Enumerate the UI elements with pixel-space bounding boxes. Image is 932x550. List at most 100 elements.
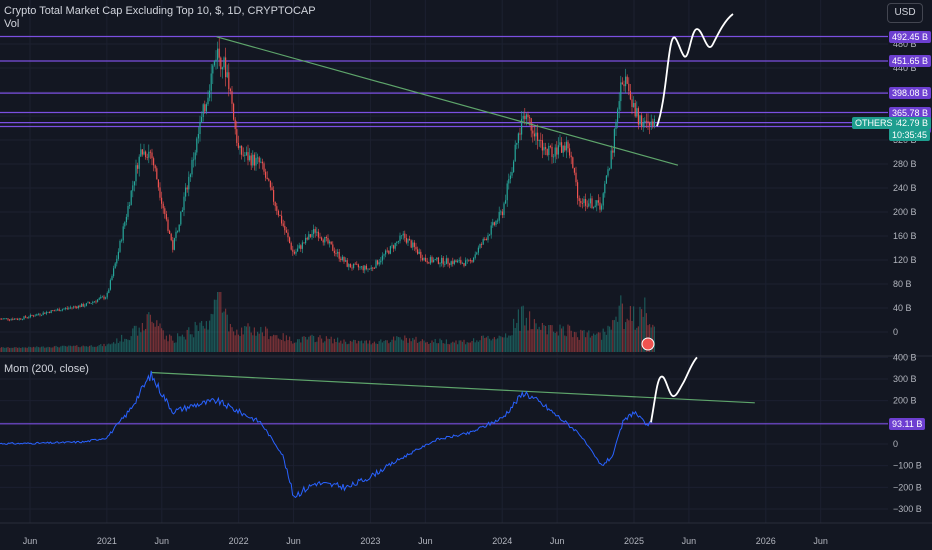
candle-body (63, 308, 65, 310)
volume-bar (167, 341, 169, 352)
volume-bar (263, 336, 265, 352)
candle-body (479, 244, 481, 248)
volume-bar (506, 337, 508, 352)
volume-bar (293, 342, 295, 352)
candle-body (226, 72, 228, 78)
candle-body (309, 234, 311, 237)
candle-body (538, 140, 540, 141)
volume-bar (457, 344, 459, 352)
currency-button[interactable]: USD (887, 3, 923, 23)
volume-bar (333, 338, 335, 352)
candle-body (335, 253, 337, 254)
candle-body (322, 240, 324, 243)
candle-body (241, 146, 243, 155)
candle-body (217, 48, 219, 60)
volume-bar (524, 325, 526, 352)
candle-body (653, 119, 655, 127)
candle-body (26, 317, 28, 319)
volume-bar (0, 347, 1, 352)
volume-bar (458, 340, 460, 352)
candle-body (194, 152, 196, 160)
candle-body (170, 234, 172, 241)
volume-bar (461, 341, 463, 352)
candle-body (209, 90, 211, 98)
candle-body (167, 219, 169, 231)
volume-bar (418, 341, 420, 352)
candle-body (431, 257, 433, 263)
volume-bar (271, 336, 273, 352)
volume-bar (103, 343, 105, 352)
candle-body (33, 315, 35, 317)
volume-bar (225, 308, 227, 352)
time-tick-label: Jun (813, 536, 828, 546)
volume-bar (209, 320, 211, 352)
candle-body (378, 262, 380, 265)
volume-bar (239, 336, 241, 352)
candle-body (159, 187, 161, 198)
volume-bar (199, 322, 201, 352)
volume-bar (596, 333, 598, 352)
candle-body (428, 262, 430, 264)
volume-bar (180, 336, 182, 352)
volume-bar (365, 340, 367, 352)
candle-body (124, 222, 126, 227)
candle-body (165, 214, 167, 220)
volume-bar (367, 343, 369, 352)
candle-body (361, 266, 363, 268)
volume-bar (49, 347, 51, 352)
candle-body (581, 202, 583, 204)
volume-bar (15, 347, 17, 352)
volume-bar (346, 344, 348, 352)
candle-body (633, 103, 635, 107)
volume-bar (373, 341, 375, 352)
volume-bar (132, 328, 134, 352)
candle-body (172, 240, 174, 250)
candle-body (13, 318, 15, 320)
candle-body (42, 312, 44, 315)
volume-bar (567, 324, 569, 352)
volume-bar (593, 333, 595, 352)
candle-body (173, 238, 175, 250)
candle-body (404, 233, 406, 238)
volume-bar (313, 335, 315, 352)
volume-bar (481, 335, 483, 352)
candle-body (23, 316, 25, 320)
volume-bar (122, 341, 124, 352)
volume-bar (636, 327, 638, 352)
candle-body (412, 242, 414, 248)
candle-body (458, 260, 460, 261)
volume-bar (348, 343, 350, 352)
volume-bar (495, 339, 497, 352)
candle-body (287, 232, 289, 238)
candle-body (602, 193, 604, 206)
volume-bar (557, 335, 559, 352)
volume-bar (345, 341, 347, 352)
volume-bar (620, 295, 622, 352)
candle-body (300, 245, 302, 249)
volume-bar (277, 338, 279, 352)
candle-body (293, 251, 295, 254)
candle-body (631, 99, 633, 107)
volume-bar (404, 335, 406, 352)
volume-bar (295, 342, 297, 352)
volume-bar (151, 321, 153, 352)
candle-body (609, 168, 611, 170)
volume-bar (477, 341, 479, 352)
candle-body (543, 147, 545, 151)
volume-bar (41, 346, 43, 352)
candle-body (303, 242, 305, 244)
volume-bar (498, 335, 500, 352)
volume-bar (229, 323, 231, 352)
volume-bar (577, 337, 579, 352)
mom-tick-label: −300 B (893, 504, 922, 514)
volume-bar (425, 342, 427, 352)
volume-bar (105, 346, 107, 352)
candle-body (149, 151, 151, 153)
volume-bar (383, 340, 385, 352)
candle-body (645, 120, 647, 122)
axes: Jun 2021 Jun 2022 Jun 2023 Jun 2024 Jun 2025 Jun 20… (23, 39, 922, 546)
candle-body (263, 163, 265, 172)
candle-body (228, 72, 230, 90)
candle-body (501, 211, 503, 216)
